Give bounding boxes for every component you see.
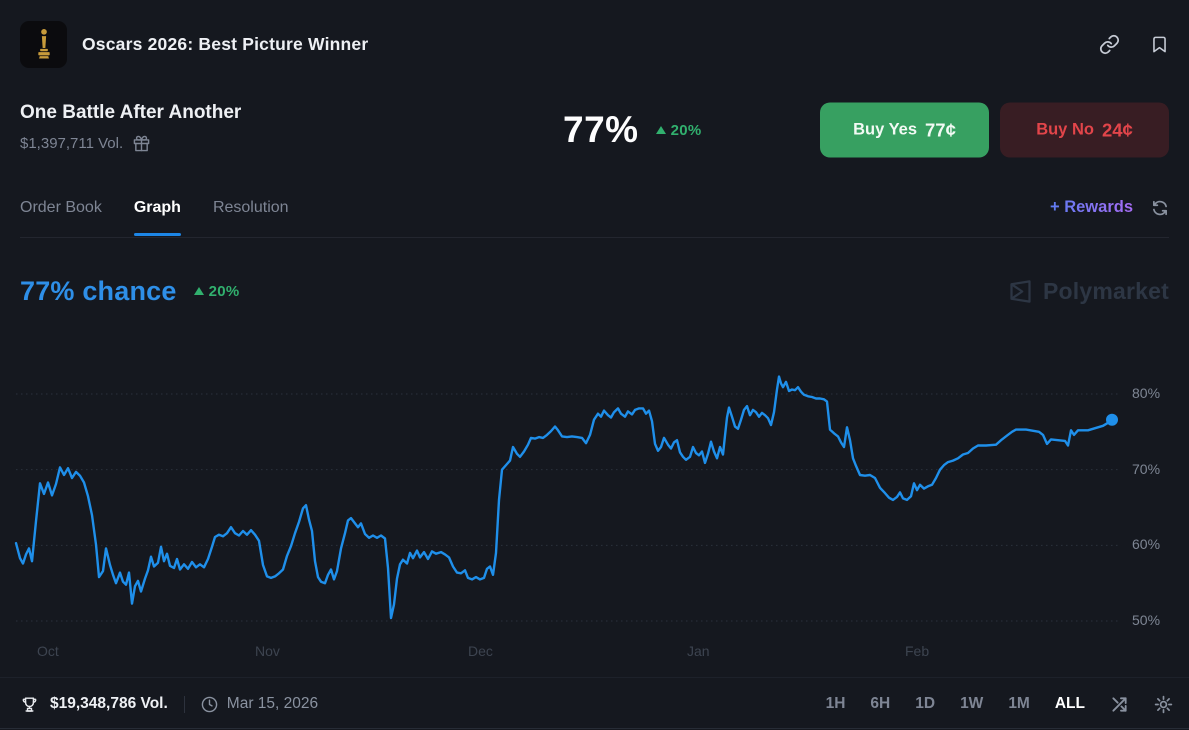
tab-resolution[interactable]: Resolution [212,199,289,216]
buy-no-label: Buy No [1036,120,1094,139]
buy-no-button[interactable]: Buy No 24¢ [1000,102,1169,158]
copy-link-button[interactable] [1099,34,1120,55]
link-icon [1099,34,1120,54]
market-volume: $1,397,711 Vol. [20,135,124,152]
chance-row: 77% chance 20% Polymarket [20,270,1169,312]
chance-change-value: 20% [208,282,240,300]
buy-no-price: 24¢ [1101,119,1133,140]
range-button-1h[interactable]: 1H [825,695,846,712]
buy-yes-label: Buy Yes [853,120,918,139]
market-price: 77% [563,109,639,150]
expand-chart-button[interactable] [1110,695,1129,714]
tabs: Order Book Graph Resolution [20,196,289,236]
chart-controls: 1H 6H 1D 1W 1M ALL [826,695,1173,714]
footer-divider-line [183,695,185,713]
x-tick-label: Feb [905,643,930,659]
market-row: One Battle After Another $1,397,711 Vol.… [20,98,1169,162]
bookmark-icon [1153,36,1166,52]
trade-buttons: Buy Yes 77¢ Buy No 24¢ [820,102,1169,158]
chance-change: 20% [193,282,240,300]
market-volume-row: $1,397,711 Vol. [20,135,241,152]
buy-yes-button[interactable]: Buy Yes 77¢ [820,102,989,158]
y-tick-label: 60% [1132,536,1161,553]
x-tick-label: Oct [37,643,59,659]
header-actions [1099,34,1169,55]
polymarket-logo-icon [1010,279,1031,303]
clock-icon [201,696,218,712]
shuffle-expand-icon [1112,696,1127,712]
x-tick-label: Nov [255,643,280,659]
time-range-group: 1H 6H 1D 1W 1M ALL [826,695,1085,713]
settings-button[interactable] [1154,695,1173,714]
tabs-row: Order Book Graph Resolution + Rewards [20,196,1169,238]
up-arrow-icon [655,126,666,134]
market-info: One Battle After Another $1,397,711 Vol. [20,102,241,152]
market-change: 20% [655,121,702,139]
chance-value: 77% chance [20,275,177,306]
polymarket-watermark: Polymarket [1007,278,1169,305]
market-price-block: 77% 20% [563,109,702,151]
watermark-text: Polymarket [1042,277,1169,304]
tabs-actions: + Rewards [1050,196,1169,217]
x-tick-label: Jan [687,643,710,659]
y-tick-label: 80% [1132,385,1161,401]
up-arrow-icon [193,287,204,295]
market-thumbnail [20,20,67,68]
y-tick-label: 50% [1132,612,1161,628]
header: Oscars 2026: Best Picture Winner [20,18,1169,70]
rewards-label: Rewards [1064,198,1133,216]
x-tick-label: Dec [468,643,493,659]
chart-area: 80% 70% 60% 50% Oct Nov Dec Jan Feb [0,340,1189,670]
oscar-statuette-icon [37,28,50,59]
page-title: Oscars 2026: Best Picture Winner [82,33,369,54]
current-price-dot [1106,413,1118,426]
range-button-1m[interactable]: 1M [1008,695,1030,712]
y-tick-label: 70% [1132,460,1161,477]
rewards-button[interactable]: + Rewards [1050,198,1133,217]
market-name: One Battle After Another [20,102,242,123]
range-button-6h[interactable]: 6H [870,695,891,712]
gift-icon[interactable] [133,135,150,152]
range-button-all[interactable]: ALL [1054,695,1085,712]
tab-graph[interactable]: Graph [133,196,182,236]
footer-divider [0,677,1189,678]
buy-yes-price: 77¢ [925,119,956,140]
range-button-1w[interactable]: 1W [960,695,984,712]
gear-icon [1154,695,1173,713]
price-chart[interactable] [0,340,1189,670]
total-volume: $19,348,786 Vol. [50,695,168,712]
range-button-1d[interactable]: 1D [915,695,936,712]
page-bottom-divider [0,728,1189,729]
trophy-icon [22,696,37,712]
plus-icon: + [1049,198,1060,216]
refresh-icon [1153,200,1167,215]
end-date: Mar 15, 2026 [226,695,319,712]
refresh-button[interactable] [1151,199,1169,217]
chart-footer: $19,348,786 Vol. Mar 15, 2026 1H 6H 1D 1W 1M… [20,686,1173,722]
price-line [14,375,1114,620]
market-change-value: 20% [670,121,702,139]
bookmark-button[interactable] [1150,34,1169,55]
tab-order-book[interactable]: Order Book [20,199,102,216]
